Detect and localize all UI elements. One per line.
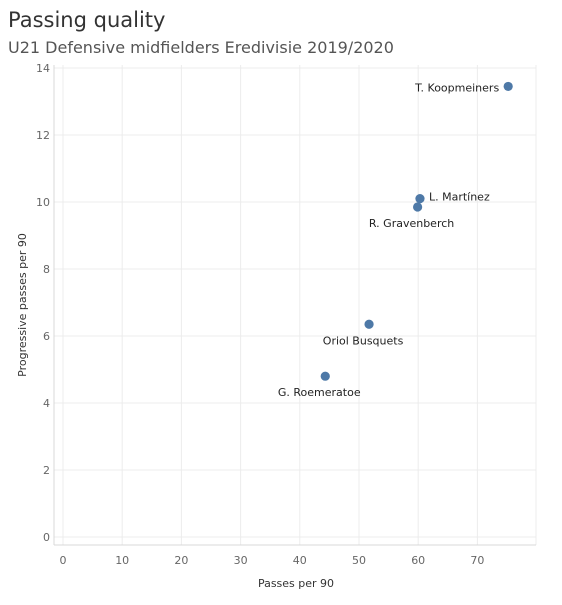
point-label: T. Koopmeiners — [414, 81, 499, 94]
axis-layer: 0 10 20 30 40 50 60 70 0 2 4 6 8 10 12 14 — [36, 62, 536, 567]
y-axis-title: Progressive passes per 90 — [16, 233, 29, 377]
y-tick-label: 6 — [43, 330, 50, 343]
y-tick-label: 12 — [36, 129, 50, 142]
point-label: Oriol Busquets — [323, 334, 404, 347]
x-tick-label: 60 — [411, 554, 425, 567]
point-label: L. Martínez — [429, 191, 490, 204]
chart-subtitle: U21 Defensive midfielders Eredivisie 201… — [8, 38, 394, 57]
grid-layer — [54, 65, 537, 545]
y-tick-label: 8 — [43, 263, 50, 276]
point-label: G. Roemeratoe — [278, 386, 361, 399]
data-point[interactable] — [320, 371, 330, 381]
chart-title: Passing quality — [8, 8, 166, 32]
data-point[interactable] — [503, 81, 513, 92]
y-tick-label: 0 — [43, 531, 50, 544]
data-point[interactable] — [364, 319, 374, 329]
data-point[interactable] — [415, 194, 425, 204]
y-tick-label: 2 — [43, 464, 50, 477]
point-label: R. Gravenberch — [369, 217, 454, 230]
x-tick-label: 30 — [234, 554, 248, 567]
y-tick-label: 14 — [36, 62, 50, 75]
x-tick-label: 10 — [115, 554, 129, 567]
x-tick-label: 40 — [293, 554, 307, 567]
y-tick-label: 4 — [43, 397, 50, 410]
data-point[interactable] — [413, 202, 423, 212]
x-tick-label: 50 — [352, 554, 366, 567]
x-tick-label: 0 — [60, 554, 67, 567]
y-tick-label: 10 — [36, 196, 50, 209]
x-tick-label: 70 — [470, 554, 484, 567]
x-axis-title: Passes per 90 — [258, 577, 334, 590]
x-tick-label: 20 — [174, 554, 188, 567]
point-layer: T. Koopmeiners L. Martínez R. Gravenberch O… — [278, 81, 513, 399]
